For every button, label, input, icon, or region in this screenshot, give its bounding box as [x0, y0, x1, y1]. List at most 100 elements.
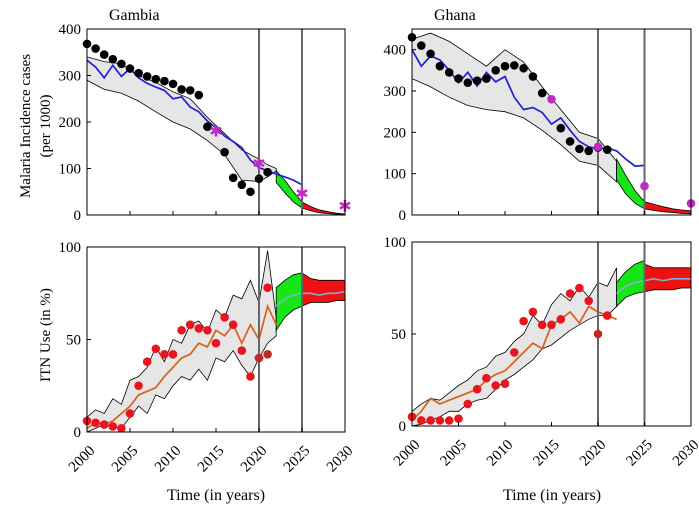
y-tick-label: 0 — [399, 419, 407, 435]
data-point — [203, 325, 212, 335]
data-point — [500, 61, 510, 71]
y-tick-label: 0 — [399, 208, 407, 224]
data-point — [220, 147, 229, 157]
model-line — [86, 303, 277, 430]
y-tick-label: 0 — [74, 425, 82, 441]
data-point — [491, 66, 501, 75]
x-tick-label: 2005 — [109, 443, 142, 476]
x-tick-label: 2010 — [152, 443, 185, 476]
data-point — [426, 49, 435, 59]
data-point — [125, 64, 135, 73]
data-point — [547, 320, 556, 330]
data-point — [134, 68, 143, 78]
data-point — [463, 399, 473, 409]
data-point — [185, 86, 195, 95]
validation-point: ✱ — [295, 186, 308, 203]
data-point — [263, 283, 272, 293]
data-point — [99, 50, 109, 59]
data-point — [519, 316, 528, 326]
data-point — [108, 54, 118, 64]
y-tick-label: 400 — [384, 43, 407, 59]
data-point — [417, 416, 426, 425]
data-point — [194, 90, 204, 100]
x-tick-label: 2020 — [238, 443, 271, 476]
data-point — [537, 88, 547, 98]
x-tick-label: 2015 — [530, 437, 563, 470]
y-tick-label: 200 — [384, 125, 407, 141]
projection-band-red — [644, 263, 692, 293]
y-tick-label: 200 — [59, 115, 82, 131]
data-point — [444, 416, 454, 425]
data-point — [575, 144, 584, 154]
data-point — [584, 146, 593, 156]
data-point — [482, 74, 491, 83]
data-point — [117, 424, 126, 433]
uncertainty-band — [411, 32, 617, 183]
panels: ✱✱✱✱0100200300400Gambia0100200300400Ghan… — [59, 7, 699, 475]
data-point — [177, 85, 186, 94]
x-tick-label: 2005 — [437, 437, 470, 470]
data-point — [151, 74, 161, 84]
projection-band-green — [616, 157, 645, 210]
data-point — [220, 313, 229, 322]
data-point — [444, 68, 454, 77]
projection-band-red — [644, 201, 692, 215]
projection-band-green — [616, 259, 645, 308]
data-point — [463, 78, 473, 88]
data-point — [228, 173, 238, 183]
data-point — [454, 74, 463, 83]
validation-point — [254, 353, 264, 363]
validation-point — [593, 142, 603, 152]
y-tick-label: 100 — [59, 162, 82, 178]
validation-point — [263, 350, 272, 359]
data-point — [254, 174, 264, 184]
data-point — [142, 72, 152, 81]
data-point — [426, 416, 435, 425]
data-point — [584, 296, 593, 306]
data-point — [472, 384, 482, 394]
data-point — [528, 307, 538, 317]
y-tick-label: 50 — [391, 327, 406, 343]
projection-mean-line — [275, 290, 346, 307]
data-point — [417, 41, 426, 50]
data-point — [117, 59, 126, 69]
validation-point: ✱ — [209, 123, 222, 140]
uncertainty-band — [86, 250, 277, 433]
y-tick-label: 300 — [59, 69, 82, 85]
data-point — [134, 381, 143, 391]
data-point — [435, 416, 445, 425]
y-tick-label: 50 — [66, 333, 81, 349]
validation-point — [593, 329, 603, 339]
data-point — [237, 180, 247, 190]
data-point — [203, 122, 212, 131]
projection-mean-line — [616, 277, 691, 295]
chart-gambia_itn: 0 50 100 2000 2005 2010 2015 2020 2025 2030 — [59, 240, 357, 475]
chart-ghana_itn: 0 50 100 2000 2005 2010 2015 2020 2025 2030 — [384, 235, 699, 469]
data-point — [108, 422, 118, 431]
data-point — [263, 167, 272, 177]
y-tick-label: 400 — [59, 22, 82, 38]
data-point — [537, 320, 547, 330]
data-point — [472, 76, 482, 85]
y-axis-label-top-line2: (per 1000) — [38, 95, 54, 158]
x-tick-label: 2025 — [281, 443, 314, 476]
x-tick-label: 2030 — [324, 443, 357, 476]
data-point — [151, 344, 161, 354]
data-point — [211, 338, 221, 348]
data-point — [142, 357, 152, 367]
data-point — [160, 350, 169, 359]
x-tick-label: 2020 — [577, 437, 610, 470]
y-tick-label: 100 — [384, 167, 407, 183]
panel-title: Gambia — [109, 7, 160, 24]
data-point — [603, 145, 612, 154]
data-point — [556, 314, 566, 324]
y-axis-label-top-line1: Malaria Incidence cases — [18, 54, 34, 198]
data-point — [168, 350, 178, 359]
data-point — [528, 72, 538, 81]
x-tick-label: 2000 — [66, 443, 99, 476]
data-point — [556, 123, 566, 133]
projection-band-green — [275, 272, 303, 332]
data-point — [510, 348, 519, 357]
